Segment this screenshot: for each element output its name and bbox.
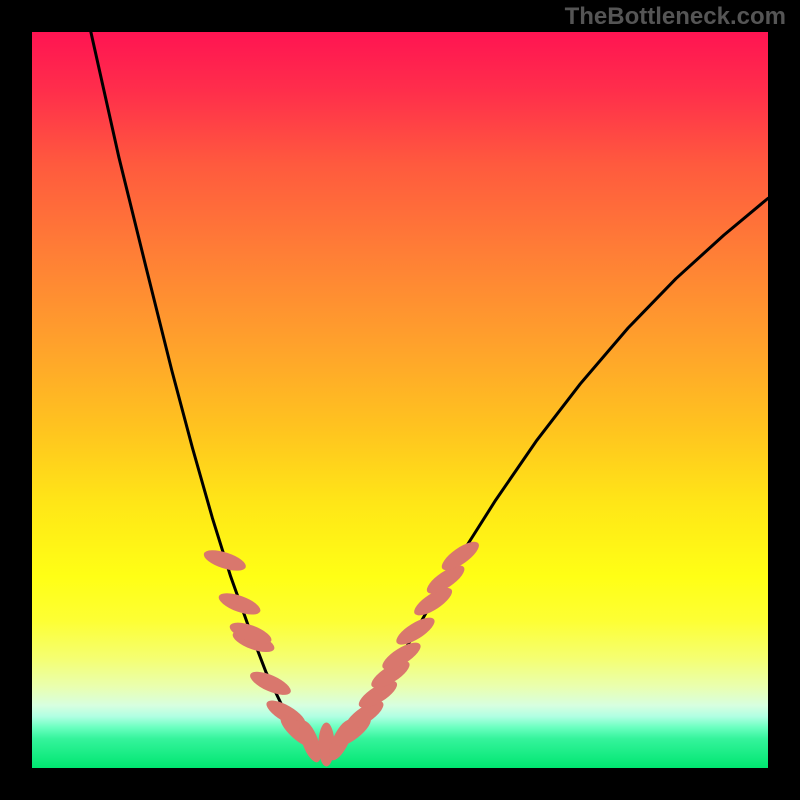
chart-container: TheBottleneck.com <box>0 0 800 800</box>
chart-svg <box>32 32 768 768</box>
watermark-text: TheBottleneck.com <box>565 3 786 31</box>
plot-area <box>32 32 768 768</box>
